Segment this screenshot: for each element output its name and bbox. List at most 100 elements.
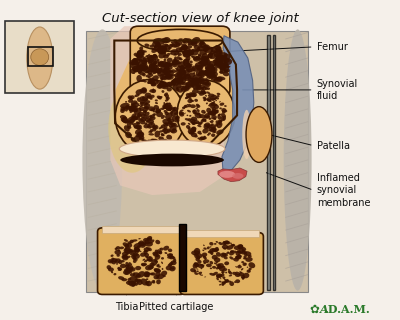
Ellipse shape [144, 250, 148, 255]
Ellipse shape [150, 55, 154, 58]
Ellipse shape [148, 79, 155, 84]
Ellipse shape [133, 272, 140, 277]
Ellipse shape [196, 49, 200, 52]
Ellipse shape [214, 262, 216, 264]
Ellipse shape [137, 127, 142, 130]
Ellipse shape [244, 251, 251, 256]
Ellipse shape [216, 55, 222, 60]
Ellipse shape [219, 101, 221, 103]
Ellipse shape [110, 254, 114, 257]
Ellipse shape [142, 96, 145, 99]
Ellipse shape [179, 69, 182, 71]
FancyBboxPatch shape [102, 226, 180, 233]
Ellipse shape [127, 263, 132, 267]
Ellipse shape [182, 38, 189, 44]
Ellipse shape [140, 52, 143, 56]
Ellipse shape [237, 258, 239, 260]
Ellipse shape [114, 273, 116, 276]
Ellipse shape [216, 56, 219, 59]
Ellipse shape [196, 122, 198, 124]
Ellipse shape [162, 268, 163, 270]
Ellipse shape [179, 58, 182, 60]
Ellipse shape [165, 74, 174, 80]
Ellipse shape [200, 61, 203, 63]
Ellipse shape [121, 117, 128, 123]
Ellipse shape [124, 106, 128, 112]
Ellipse shape [172, 129, 174, 131]
Ellipse shape [214, 50, 222, 56]
Ellipse shape [256, 154, 258, 155]
Ellipse shape [180, 57, 182, 60]
Ellipse shape [152, 75, 159, 81]
Ellipse shape [133, 253, 140, 259]
Ellipse shape [137, 64, 140, 66]
Ellipse shape [229, 281, 234, 286]
Ellipse shape [125, 101, 127, 103]
Ellipse shape [165, 122, 171, 126]
Ellipse shape [130, 240, 134, 243]
Ellipse shape [158, 83, 162, 89]
Ellipse shape [204, 46, 214, 53]
Ellipse shape [176, 86, 183, 93]
Ellipse shape [192, 80, 198, 84]
Ellipse shape [143, 115, 145, 116]
Ellipse shape [167, 107, 170, 110]
Ellipse shape [128, 241, 132, 244]
Ellipse shape [137, 97, 142, 102]
Ellipse shape [140, 106, 144, 108]
Ellipse shape [136, 134, 142, 138]
Ellipse shape [207, 55, 210, 57]
Ellipse shape [129, 249, 134, 253]
Ellipse shape [154, 68, 159, 72]
Ellipse shape [145, 98, 148, 101]
Ellipse shape [141, 241, 146, 246]
Ellipse shape [188, 70, 191, 73]
Ellipse shape [202, 87, 207, 91]
Ellipse shape [189, 80, 195, 83]
FancyBboxPatch shape [5, 21, 74, 93]
Ellipse shape [190, 64, 192, 65]
Ellipse shape [212, 266, 216, 269]
Ellipse shape [153, 141, 158, 145]
Ellipse shape [155, 110, 159, 113]
Ellipse shape [145, 102, 148, 106]
Ellipse shape [151, 89, 156, 93]
Text: A: A [320, 304, 328, 315]
Ellipse shape [209, 246, 212, 248]
Ellipse shape [231, 244, 234, 247]
Ellipse shape [187, 49, 191, 53]
Ellipse shape [207, 61, 216, 67]
Ellipse shape [163, 246, 169, 251]
Ellipse shape [220, 278, 221, 279]
Ellipse shape [125, 262, 130, 267]
Ellipse shape [212, 127, 216, 130]
Ellipse shape [137, 114, 142, 117]
Ellipse shape [198, 259, 199, 260]
Ellipse shape [200, 264, 204, 266]
Ellipse shape [220, 57, 224, 59]
Ellipse shape [162, 90, 164, 93]
Ellipse shape [205, 95, 207, 97]
Ellipse shape [203, 86, 205, 88]
Ellipse shape [208, 105, 211, 107]
Ellipse shape [253, 123, 256, 126]
Ellipse shape [146, 95, 152, 99]
Ellipse shape [217, 264, 222, 269]
Ellipse shape [222, 110, 226, 114]
Ellipse shape [213, 80, 215, 81]
Ellipse shape [160, 248, 164, 251]
Ellipse shape [229, 250, 235, 255]
Ellipse shape [137, 279, 141, 283]
Ellipse shape [111, 271, 113, 273]
Ellipse shape [212, 107, 216, 111]
Ellipse shape [197, 125, 202, 127]
Ellipse shape [188, 43, 190, 46]
Ellipse shape [156, 264, 160, 267]
Ellipse shape [151, 84, 155, 86]
Ellipse shape [203, 259, 210, 263]
Ellipse shape [183, 59, 190, 67]
Ellipse shape [135, 274, 141, 279]
Ellipse shape [208, 113, 210, 115]
Ellipse shape [179, 67, 182, 69]
Ellipse shape [129, 134, 132, 136]
